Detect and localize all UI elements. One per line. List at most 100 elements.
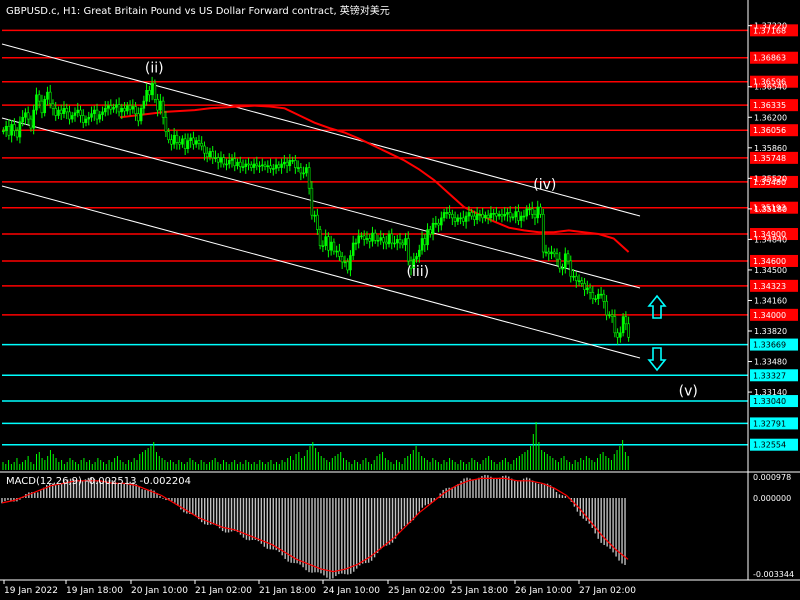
volume-bars <box>2 422 629 470</box>
candle-body <box>514 211 517 218</box>
candle-body <box>384 241 388 245</box>
candle-body <box>24 112 27 118</box>
candle-body <box>2 130 5 133</box>
candle-body <box>368 238 372 242</box>
candle-body <box>486 214 490 219</box>
candle-body <box>517 211 520 221</box>
candle-body <box>236 161 239 167</box>
candle-body <box>572 275 575 278</box>
channel-middle <box>1 117 641 289</box>
macd-title: MACD(12,26,9) -0.002513 -0.002204 <box>6 476 191 487</box>
candle-body <box>547 251 551 255</box>
candle-body <box>316 214 319 230</box>
support-level-label-box <box>750 338 798 351</box>
support-level-label: 1.33040 <box>753 397 786 406</box>
candle-body <box>506 212 509 215</box>
candle-body <box>327 236 330 251</box>
candle-body <box>35 94 38 111</box>
candle-body <box>415 256 418 260</box>
horizontal-levels: 1.37168 1.36863 1.36596 1.36335 1.36056 1.357… <box>2 24 798 451</box>
candle-body <box>608 314 611 317</box>
resistance-level-label: 1.36056 <box>753 126 786 135</box>
candle-body <box>445 212 449 214</box>
candle-body <box>48 91 52 105</box>
candle-body <box>126 105 129 112</box>
candle-body <box>586 287 589 290</box>
candle-body <box>566 253 570 262</box>
resistance-level-label-box <box>750 99 798 112</box>
candle-body <box>373 232 377 241</box>
time-tick-label: 24 Jan 10:00 <box>323 586 380 596</box>
channel-upper <box>1 43 641 217</box>
arrow-up-icon <box>647 294 667 319</box>
candle-body <box>167 131 170 141</box>
candle-body <box>291 160 294 162</box>
candle-body <box>10 124 13 136</box>
candle-body <box>619 332 622 338</box>
price-tick-label: 1.36200 <box>754 113 787 122</box>
candle-body <box>178 142 181 145</box>
arrow-down-icon <box>647 347 667 372</box>
resistance-level-label: 1.35748 <box>753 154 786 163</box>
time-tick-label: 21 Jan 18:00 <box>259 586 316 596</box>
candle-body <box>139 107 143 122</box>
candle-body <box>495 213 498 217</box>
candle-body <box>164 116 168 132</box>
candle-body <box>459 217 462 220</box>
candle-body <box>142 100 146 109</box>
candle-body <box>98 114 102 120</box>
candle-body <box>244 163 248 167</box>
candle-body <box>227 160 231 165</box>
candle-body <box>32 109 35 129</box>
candle-body <box>117 104 121 113</box>
candle-body <box>112 107 115 110</box>
candle-body <box>288 160 292 167</box>
candle-body <box>101 111 104 115</box>
candle-body <box>65 107 69 113</box>
candle-body <box>252 163 256 168</box>
candle-body <box>594 298 597 300</box>
candle-body <box>431 222 435 235</box>
candle-body <box>51 103 55 109</box>
candle-body <box>214 157 217 159</box>
candle-body <box>57 109 60 116</box>
candle-body <box>357 235 360 244</box>
candle-body <box>580 280 584 284</box>
candle-body <box>497 213 501 217</box>
time-tick-label: 20 Jan 10:00 <box>131 586 188 596</box>
candle-body <box>21 116 24 123</box>
candle-body <box>340 256 344 263</box>
candle-body <box>318 229 322 246</box>
signal-arrows <box>647 294 667 372</box>
candle-body <box>230 158 234 161</box>
candle-body <box>4 125 8 132</box>
candle-body <box>302 172 305 175</box>
candle-body <box>43 99 46 114</box>
candle-body <box>92 109 96 114</box>
candle-body <box>489 213 493 219</box>
candle-body <box>299 167 303 174</box>
resistance-level-label: 1.34000 <box>753 311 786 320</box>
candle-body <box>481 213 484 219</box>
resistance-level-label-box <box>750 124 798 137</box>
candle-body <box>219 157 223 163</box>
candle-body <box>616 332 619 338</box>
candle-body <box>266 165 270 168</box>
candle-body <box>81 115 85 123</box>
price-tick-label: 1.34500 <box>754 266 787 275</box>
resistance-level-label: 1.35193 <box>753 204 786 213</box>
price-tick-label: 1.33820 <box>754 327 787 336</box>
candle-body <box>260 164 264 167</box>
candle-body <box>528 208 531 211</box>
resistance-level-label: 1.36863 <box>753 54 786 63</box>
candle-body <box>37 94 41 102</box>
candle-body <box>467 212 471 217</box>
candle-body <box>550 251 553 255</box>
candle-body <box>274 164 278 169</box>
candle-body <box>519 215 523 221</box>
candle-body <box>170 139 173 145</box>
candle-body <box>15 130 19 138</box>
candle-body <box>500 213 504 217</box>
candle-body <box>225 163 228 166</box>
candle-body <box>583 283 586 290</box>
